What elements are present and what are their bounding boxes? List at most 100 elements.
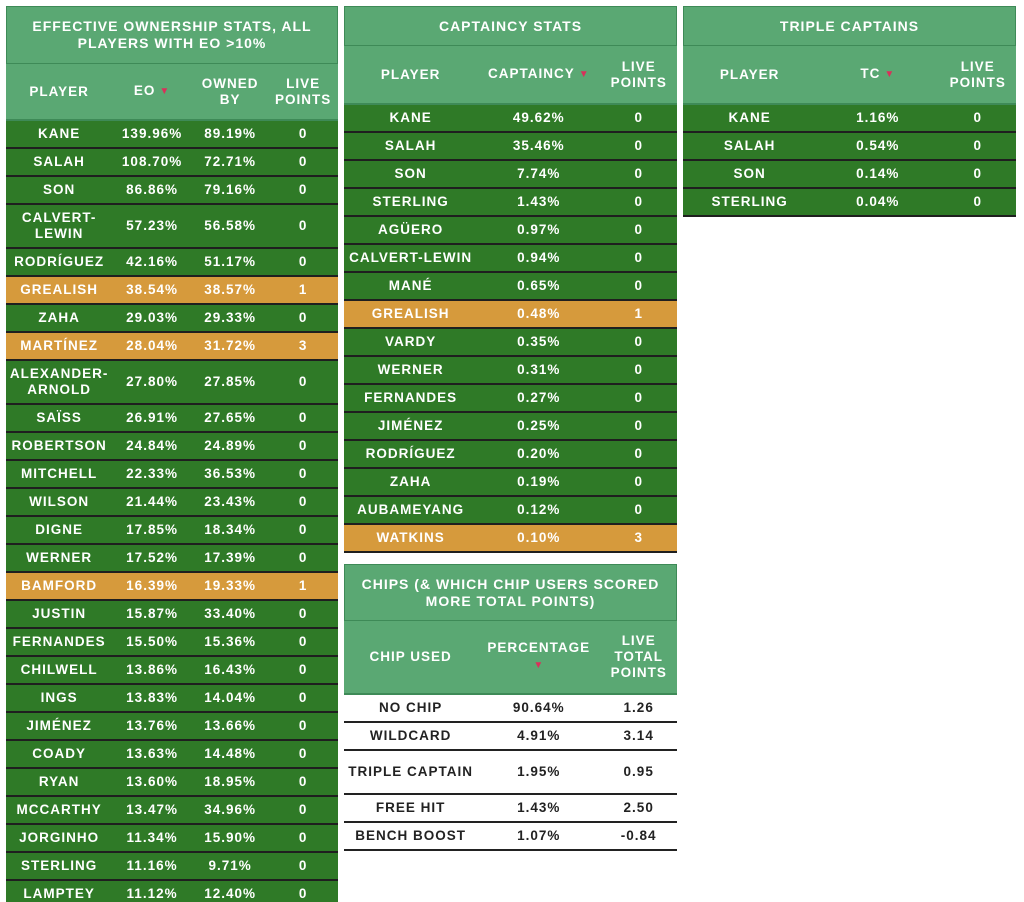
tc-col-player[interactable]: PLAYER: [683, 46, 817, 105]
eo-table-row: ROBERTSON 24.84% 24.89% 0: [6, 432, 338, 461]
chips-header-row: CHIP USED PERCENTAGE ▼ LIVE TOTAL POINTS: [344, 621, 677, 695]
captaincy-table-row-captaincy: 0.10%: [477, 524, 601, 553]
triple-captains-table-row: SALAH 0.54% 0: [683, 132, 1016, 161]
eo-table-row: JIMÉNEZ 13.76% 13.66% 0: [6, 712, 338, 741]
eo-table-row-player: ZAHA: [6, 304, 113, 333]
chips-table-row-live-total-points: 2.50: [600, 794, 677, 823]
eo-table-row-eo: 11.12%: [112, 880, 192, 902]
captaincy-col-player[interactable]: PLAYER: [344, 46, 478, 105]
eo-table-row-eo: 11.34%: [112, 824, 192, 853]
chips-table-row-chip: BENCH BOOST: [344, 822, 478, 851]
sort-desc-icon: ▼: [578, 69, 590, 80]
chips-table-row-percentage: 1.95%: [477, 750, 601, 795]
captaincy-table-row: AGÜERO 0.97% 0: [344, 216, 677, 245]
eo-col-owned[interactable]: OWNED BY: [191, 64, 269, 121]
eo-table-row-player: GREALISH: [6, 276, 113, 305]
captaincy-header-row: PLAYER CAPTAINCY ▼ LIVE POINTS: [344, 46, 677, 105]
chips-table-row-chip: NO CHIP: [344, 694, 478, 723]
captaincy-table-row-captaincy: 0.12%: [477, 496, 601, 525]
eo-table-row-owned-by: 15.36%: [191, 628, 269, 657]
eo-table-row-player: FERNANDES: [6, 628, 113, 657]
eo-table-row-live-points: 0: [268, 516, 338, 545]
eo-table-row-eo: 21.44%: [112, 488, 192, 517]
chips-table-row-live-total-points: -0.84: [600, 822, 677, 851]
eo-table-row-owned-by: 36.53%: [191, 460, 269, 489]
captaincy-table-row-captaincy: 7.74%: [477, 160, 601, 189]
captaincy-col-captaincy[interactable]: CAPTAINCY ▼: [477, 46, 601, 105]
captaincy-table-row-captaincy: 0.48%: [477, 300, 601, 329]
eo-table-row-player: JIMÉNEZ: [6, 712, 113, 741]
triple-captains-table-row-live-points: 0: [939, 188, 1016, 217]
eo-table-row: STERLING 11.16% 9.71% 0: [6, 852, 338, 881]
eo-table-row-player: INGS: [6, 684, 113, 713]
chips-table-row-live-total-points: 1.26: [600, 694, 677, 723]
eo-table-row-owned-by: 27.85%: [191, 360, 269, 405]
eo-table-row-player: WILSON: [6, 488, 113, 517]
eo-table-row: MCCARTHY 13.47% 34.96% 0: [6, 796, 338, 825]
captaincy-table-row-player: ZAHA: [344, 468, 478, 497]
eo-table-row: INGS 13.83% 14.04% 0: [6, 684, 338, 713]
captaincy-table-row-live-points: 0: [600, 328, 677, 357]
captaincy-table-row: GREALISH 0.48% 1: [344, 300, 677, 329]
eo-table-row-live-points: 0: [268, 148, 338, 177]
eo-table-row: JORGINHO 11.34% 15.90% 0: [6, 824, 338, 853]
eo-table-row-live-points: 0: [268, 628, 338, 657]
eo-table-row-owned-by: 72.71%: [191, 148, 269, 177]
chips-col-points[interactable]: LIVE TOTAL POINTS: [600, 621, 677, 695]
eo-table-row-player: ROBERTSON: [6, 432, 113, 461]
eo-table-row: RODRÍGUEZ 42.16% 51.17% 0: [6, 248, 338, 277]
eo-table-row: COADY 13.63% 14.48% 0: [6, 740, 338, 769]
captaincy-table-row-live-points: 0: [600, 104, 677, 133]
tc-col-tc[interactable]: TC ▼: [816, 46, 940, 105]
captaincy-table-row: STERLING 1.43% 0: [344, 188, 677, 217]
chips-col-percentage[interactable]: PERCENTAGE ▼: [477, 621, 601, 695]
eo-table-row: KANE 139.96% 89.19% 0: [6, 120, 338, 149]
eo-table-row-live-points: 0: [268, 488, 338, 517]
eo-col-player[interactable]: PLAYER: [6, 64, 113, 121]
chips-table-row-chip: WILDCARD: [344, 722, 478, 751]
eo-table-row-owned-by: 29.33%: [191, 304, 269, 333]
triple-captains-table-row-live-points: 0: [939, 160, 1016, 189]
eo-col-points[interactable]: LIVE POINTS: [268, 64, 338, 121]
eo-table-row-eo: 29.03%: [112, 304, 192, 333]
captaincy-table-row-player: AUBAMEYANG: [344, 496, 478, 525]
captaincy-table-row-live-points: 0: [600, 468, 677, 497]
eo-table-row-owned-by: 33.40%: [191, 600, 269, 629]
chips-col-chip[interactable]: CHIP USED: [344, 621, 478, 695]
eo-table-row-player: RODRÍGUEZ: [6, 248, 113, 277]
eo-table-row-player: SAÏSS: [6, 404, 113, 433]
captaincy-table-row-live-points: 0: [600, 356, 677, 385]
triple-captains-title: TRIPLE CAPTAINS: [683, 6, 1016, 46]
captaincy-table-row-player: SON: [344, 160, 478, 189]
eo-col-eo[interactable]: EO ▼: [112, 64, 192, 121]
eo-table-row-player: MCCARTHY: [6, 796, 113, 825]
eo-table-row-eo: 24.84%: [112, 432, 192, 461]
eo-table-row: DIGNE 17.85% 18.34% 0: [6, 516, 338, 545]
captaincy-table-row-live-points: 0: [600, 384, 677, 413]
eo-table-row-live-points: 0: [268, 768, 338, 797]
eo-table-row-live-points: 0: [268, 852, 338, 881]
chips-table-row-chip: TRIPLE CAPTAIN: [344, 750, 478, 795]
triple-captains-table-row-player: SON: [683, 160, 817, 189]
eo-table-row: ALEXANDER-ARNOLD 27.80% 27.85% 0: [6, 360, 338, 405]
eo-table-row-owned-by: 9.71%: [191, 852, 269, 881]
captaincy-table-row: SON 7.74% 0: [344, 160, 677, 189]
eo-table-row-eo: 26.91%: [112, 404, 192, 433]
captaincy-table-row-live-points: 0: [600, 496, 677, 525]
captaincy-col-points[interactable]: LIVE POINTS: [600, 46, 677, 105]
eo-table-row-live-points: 0: [268, 432, 338, 461]
eo-table-row-owned-by: 23.43%: [191, 488, 269, 517]
eo-table-row-owned-by: 56.58%: [191, 204, 269, 249]
eo-table-row-live-points: 0: [268, 248, 338, 277]
chips-panel: CHIPS (& WHICH CHIP USERS SCORED MORE TO…: [344, 564, 677, 851]
eo-table-row-owned-by: 18.34%: [191, 516, 269, 545]
eo-table-row-eo: 13.83%: [112, 684, 192, 713]
captaincy-table-row: AUBAMEYANG 0.12% 0: [344, 496, 677, 525]
eo-table-row-player: ALEXANDER-ARNOLD: [6, 360, 113, 405]
eo-table-title: EFFECTIVE OWNERSHIP STATS, ALL PLAYERS W…: [6, 6, 338, 64]
eo-table-row: JUSTIN 15.87% 33.40% 0: [6, 600, 338, 629]
captaincy-table-row-player: VARDY: [344, 328, 478, 357]
tc-col-points[interactable]: LIVE POINTS: [939, 46, 1016, 105]
captaincy-table-row-player: GREALISH: [344, 300, 478, 329]
triple-captains-table-row-tc: 1.16%: [816, 104, 940, 133]
